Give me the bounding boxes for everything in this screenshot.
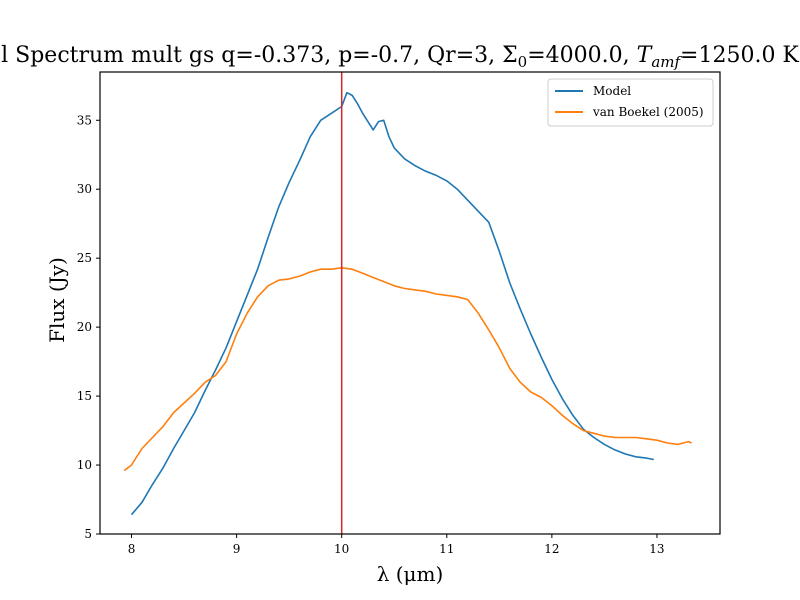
- y-axis-ticks: 5 10 15 20 25 30 35: [77, 113, 100, 541]
- x-tick-label: 13: [649, 542, 664, 556]
- chart-title: l Spectrum mult gs q=-0.373, p=-0.7, Qr=…: [1, 43, 799, 71]
- y-tick-label: 30: [77, 182, 92, 196]
- x-tick-label: 10: [334, 542, 349, 556]
- y-tick-label: 10: [77, 458, 92, 472]
- axes-frame: [99, 71, 721, 535]
- series-line-van-boekel: [123, 266, 692, 472]
- x-tick-label: 11: [439, 542, 454, 556]
- legend-label-van-boekel: van Boekel (2005): [592, 105, 704, 119]
- plot-area: 8 9 10 11 12 13 5 10 15 20 25 30 35: [77, 71, 721, 556]
- y-axis-label: Flux (Jy): [45, 257, 69, 343]
- y-tick-label: 5: [84, 527, 92, 541]
- x-tick-label: 12: [544, 542, 559, 556]
- y-tick-label: 25: [77, 251, 92, 265]
- y-tick-label: 20: [77, 320, 92, 334]
- y-tick-label: 15: [77, 389, 92, 403]
- series-line-model: [130, 91, 654, 516]
- x-axis-label: λ (μm): [377, 562, 444, 586]
- legend: Model van Boekel (2005): [547, 78, 714, 127]
- legend-label-model: Model: [593, 84, 631, 98]
- x-tick-label: 9: [233, 542, 241, 556]
- x-axis-ticks: 8 9 10 11 12 13: [128, 534, 665, 556]
- y-tick-label: 35: [77, 113, 92, 127]
- legend-box: [547, 78, 714, 127]
- x-tick-label: 8: [128, 542, 136, 556]
- series-layer: [123, 91, 692, 516]
